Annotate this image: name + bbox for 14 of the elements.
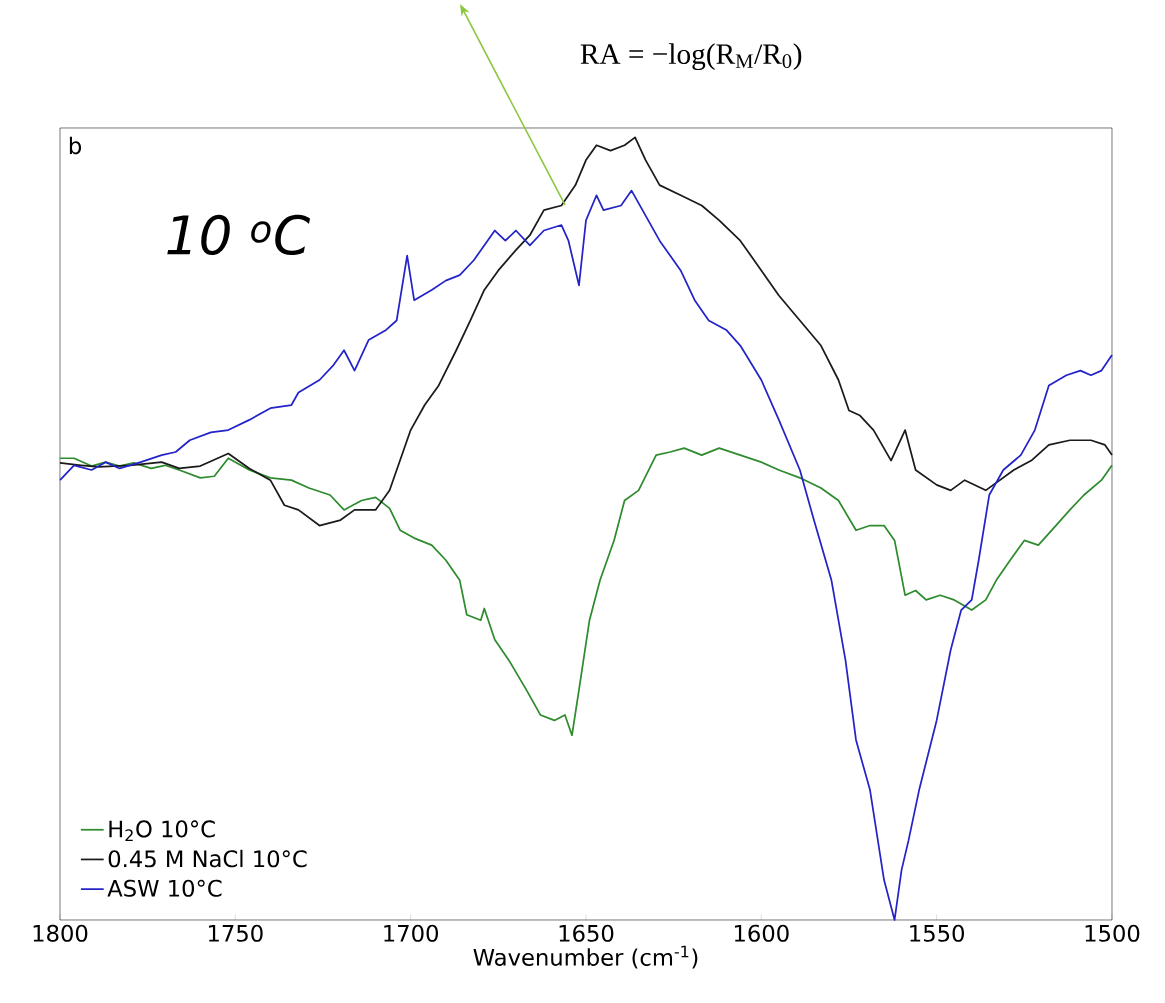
x-tick-label: 1650 — [559, 924, 614, 942]
x-tick-label: 1800 — [33, 924, 88, 942]
legend-label: ASW 10°C — [107, 879, 222, 897]
x-tick-label: 1500 — [1085, 924, 1140, 942]
x-tick-label: 1700 — [384, 924, 438, 942]
text: RA = −log(R$_{M}$/R$_{0}$) — [580, 43, 802, 71]
legend-label: 0.45 M NaCl 10°C — [108, 849, 307, 868]
annotation: b — [69, 136, 82, 155]
x-tick-label: 1600 — [734, 924, 789, 942]
x-tick-label: 1550 — [910, 924, 964, 942]
legend-label: H$_{2}$O 10°C — [109, 820, 215, 842]
text: 10 $^{o}$C — [167, 214, 311, 256]
x-axis-title: Wavenumber (cm$^{-1}$) — [473, 945, 698, 969]
x-tick-label: 1750 — [208, 924, 263, 942]
